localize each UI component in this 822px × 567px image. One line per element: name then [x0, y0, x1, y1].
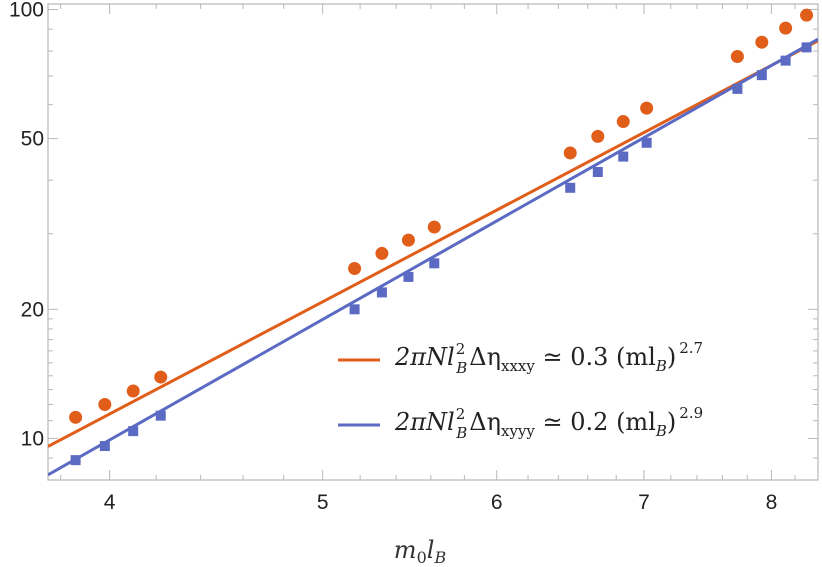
legend-label-1: 2πNl2 BΔηxxxy ≃ 0.3 (mlB) 2.7 — [394, 339, 703, 377]
tick-labels: 4 5 6 7 8 10 20 50 100 — [9, 0, 777, 514]
legend-label-2: 2πNl2 BΔηxyyy ≃ 0.2 (mlB) 2.9 — [394, 404, 703, 442]
y-tick-label: 50 — [21, 128, 44, 151]
series-1-point — [427, 220, 441, 234]
series-2-point — [618, 151, 629, 162]
legend: 2πNl2 BΔηxxxy ≃ 0.3 (mlB) 2.7 2πNl2 BΔηxyyy … — [338, 339, 703, 442]
series-1-point — [640, 101, 654, 115]
series-1-point — [126, 384, 140, 398]
data-points — [69, 8, 814, 466]
series-1-point — [755, 35, 769, 49]
series-2-point — [99, 441, 110, 452]
series-2-point — [155, 410, 166, 421]
fit-lines — [48, 37, 818, 477]
series-1-point — [348, 261, 362, 275]
x-axis-title: m0lB — [394, 536, 447, 567]
axis-ticks — [48, 4, 818, 480]
series-2-point — [565, 182, 576, 193]
y-tick-label: 20 — [21, 298, 44, 321]
series-1-point — [375, 246, 389, 260]
plot-frame — [47, 3, 819, 481]
series-1-point — [616, 115, 630, 129]
series-1-point — [401, 233, 415, 247]
series-2-point — [349, 304, 360, 315]
series-2-point — [429, 258, 440, 269]
series-1-point — [730, 50, 744, 64]
series-2-point — [403, 271, 414, 282]
y-tick-label: 100 — [9, 0, 44, 22]
series-1-point — [591, 129, 605, 143]
fit-line-2 — [48, 37, 818, 477]
x-tick-label: 4 — [104, 491, 116, 514]
series-2-point — [128, 426, 139, 437]
x-tick-label: 5 — [317, 491, 329, 514]
series-1-point — [69, 410, 83, 424]
x-tick-label: 8 — [766, 491, 778, 514]
series-2-point — [592, 166, 603, 177]
series-1-point — [154, 370, 168, 384]
series-2-point — [756, 70, 767, 81]
series-2-point — [376, 287, 387, 298]
series-2-point — [70, 455, 81, 466]
series-1-point — [779, 21, 793, 35]
series-1-point — [563, 146, 577, 160]
series-1-point — [98, 397, 112, 411]
series-2-point — [641, 137, 652, 148]
series-2-point — [801, 42, 812, 53]
fit-line-1 — [48, 39, 818, 448]
x-tick-label: 7 — [638, 491, 650, 514]
x-tick-label: 6 — [491, 491, 503, 514]
series-2-point — [732, 83, 743, 94]
axes-frame — [47, 3, 819, 481]
series-1-point — [800, 8, 814, 22]
y-tick-label: 10 — [21, 427, 44, 450]
series-2-point — [780, 55, 791, 66]
